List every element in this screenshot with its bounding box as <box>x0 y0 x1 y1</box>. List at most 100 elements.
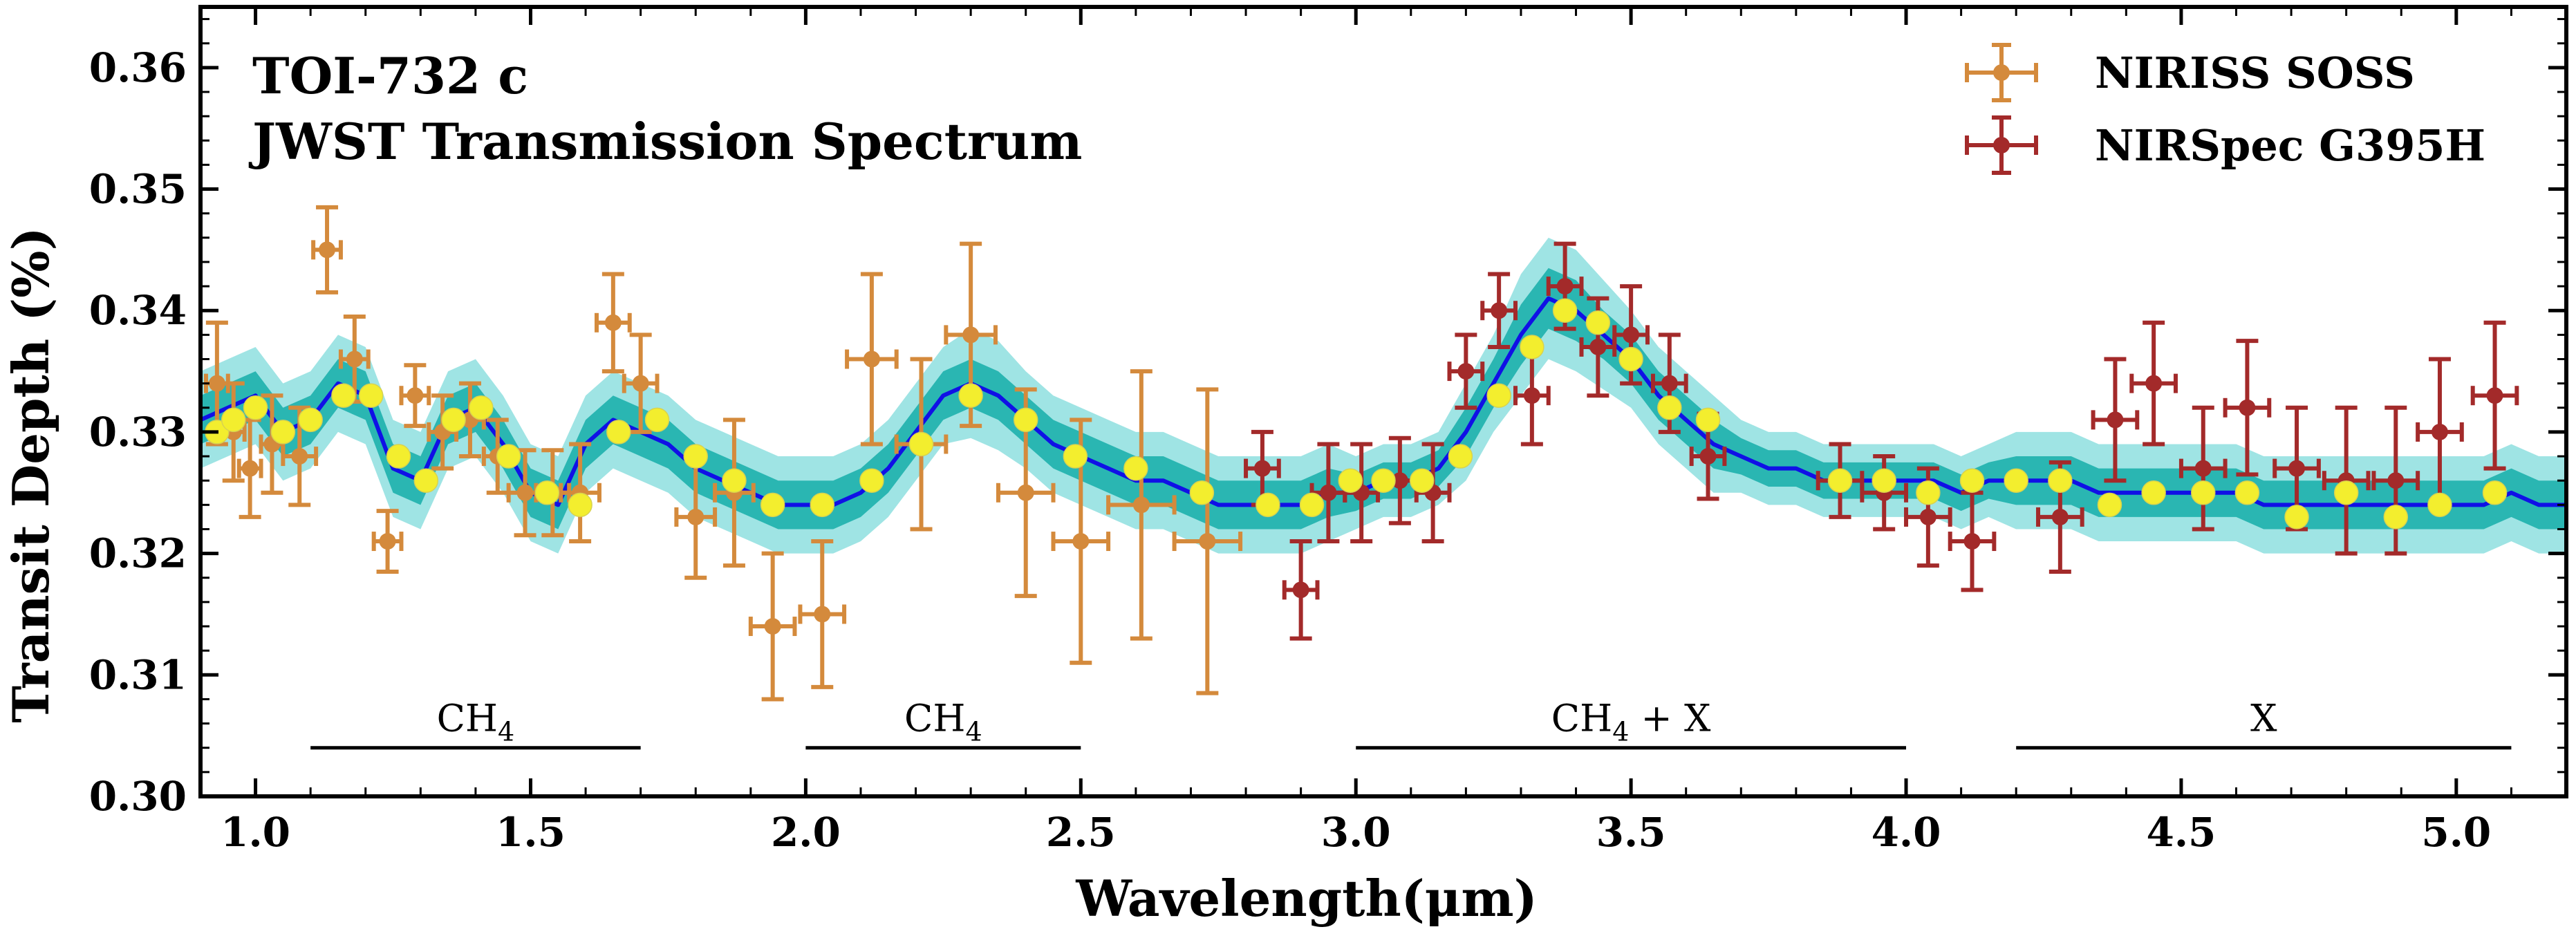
x-tick-label: 2.0 <box>771 809 841 856</box>
niriss-marker <box>319 241 336 259</box>
binned-model-point <box>1486 383 1511 408</box>
plot-content <box>200 205 2566 702</box>
y-axis: 0.30 0.31 0.32 0.33 0.34 0.35 0.36 <box>89 18 2566 820</box>
legend-entry: NIRISS SOSS <box>1965 43 2415 102</box>
niriss-marker <box>1072 533 1090 550</box>
binned-model-point <box>1872 468 1896 493</box>
nirspec-point <box>1480 272 1518 349</box>
feature-label: CH4 <box>437 697 515 747</box>
nirspec-point <box>2371 405 2420 556</box>
binned-model-point <box>1618 346 1643 372</box>
binned-model-point <box>386 444 411 469</box>
feature-label: X <box>2250 697 2277 740</box>
niriss-point <box>371 509 404 574</box>
niriss-marker <box>1199 533 1216 550</box>
feature-annotation: CH4 + X <box>1356 697 1907 750</box>
binned-model-point <box>722 468 747 493</box>
niriss-point <box>1172 387 1243 695</box>
x-tick-label: 3.5 <box>1596 809 1666 856</box>
binned-model-point <box>441 407 466 433</box>
niriss-point <box>311 205 343 294</box>
x-tick-label: 4.0 <box>1872 809 1941 856</box>
legend-marker <box>1993 64 2010 81</box>
niriss-marker <box>604 314 622 331</box>
binned-model-point <box>1916 480 1941 505</box>
niriss-point <box>236 418 263 519</box>
binned-model-point <box>1299 492 1325 518</box>
x-tick-label: 4.5 <box>2146 809 2216 856</box>
y-tick-label: 0.31 <box>89 651 187 698</box>
binned-model-point <box>243 395 268 420</box>
nirspec-marker <box>1589 338 1607 355</box>
binned-model-point <box>2383 505 2409 530</box>
chart-title: TOI-732 c <box>252 46 528 105</box>
nirspec-marker <box>1292 581 1309 599</box>
y-tick-label: 0.35 <box>89 166 187 213</box>
binned-model-point <box>1448 444 1473 469</box>
niriss-marker <box>1132 496 1150 514</box>
nirspec-marker <box>2239 399 2256 416</box>
binned-model-point <box>1371 468 1396 493</box>
feature-label-sub: 4 <box>1612 717 1629 747</box>
plot-frame <box>198 5 2568 798</box>
x-tick-label: 1.5 <box>496 809 566 856</box>
feature-label-main: CH <box>437 697 498 740</box>
binned-model-point <box>810 492 835 518</box>
nirspec-marker <box>1919 508 1936 525</box>
nirspec-point <box>1612 284 1650 386</box>
binned-model-point <box>644 407 670 433</box>
feature-label-main: CH <box>904 697 965 740</box>
nirspec-point <box>1414 442 1452 544</box>
nirspec-marker <box>1457 363 1475 380</box>
binned-model-point <box>2097 492 2122 518</box>
binned-model-point <box>908 431 934 457</box>
nirspec-marker <box>1320 484 1337 501</box>
niriss-marker <box>516 484 534 501</box>
y-tick-label: 0.34 <box>89 287 187 334</box>
binned-model-point <box>1409 468 1435 493</box>
binned-model-point <box>1189 480 1215 505</box>
binned-model-point <box>1695 407 1721 433</box>
binned-model-point <box>2191 480 2216 505</box>
niriss-point <box>845 272 899 447</box>
binned-model-point <box>2427 492 2452 518</box>
niriss-point <box>748 551 797 702</box>
nirspec-marker <box>1556 278 1574 295</box>
nirspec-marker <box>2107 411 2124 429</box>
binned-model-point <box>534 480 560 505</box>
niriss-point <box>399 363 431 429</box>
nirspec-marker <box>2288 460 2306 477</box>
nirspec-marker <box>2387 472 2405 489</box>
binned-model-point <box>1552 298 1578 323</box>
niriss-point <box>594 272 632 374</box>
niriss-marker <box>764 618 781 635</box>
feature-label-sub: 4 <box>498 717 514 747</box>
binned-model-point <box>1585 310 1611 335</box>
nirspec-marker <box>1523 387 1540 404</box>
binned-model-point <box>2234 480 2260 505</box>
binned-model-point <box>469 395 494 420</box>
nirspec-point <box>2223 339 2272 477</box>
chart-title-block: TOI-732 c JWST Transmission Spectrum <box>248 46 1082 171</box>
nirspec-point <box>2091 357 2140 483</box>
binned-model-point <box>2004 468 2028 493</box>
binned-model-point <box>2333 480 2359 505</box>
nirspec-marker <box>2431 423 2448 440</box>
binned-model-point <box>1959 468 1985 493</box>
nirspec-marker <box>1391 472 1408 489</box>
nirspec-marker <box>1963 533 1981 550</box>
nirspec-marker <box>1253 460 1271 477</box>
feature-label: CH4 <box>904 697 982 747</box>
niriss-marker <box>291 448 308 465</box>
x-tick-label: 3.0 <box>1321 809 1391 856</box>
niriss-point <box>622 333 660 434</box>
nirspec-point <box>1546 241 1584 331</box>
legend-label: NIRSpec G395H <box>2095 120 2485 171</box>
binned-model-point <box>413 468 439 493</box>
nirspec-point <box>1447 333 1485 410</box>
binned-model-point <box>1827 468 1853 493</box>
legend-label: NIRISS SOSS <box>2095 48 2415 98</box>
niriss-marker <box>814 606 831 623</box>
binned-model-point <box>568 492 592 518</box>
